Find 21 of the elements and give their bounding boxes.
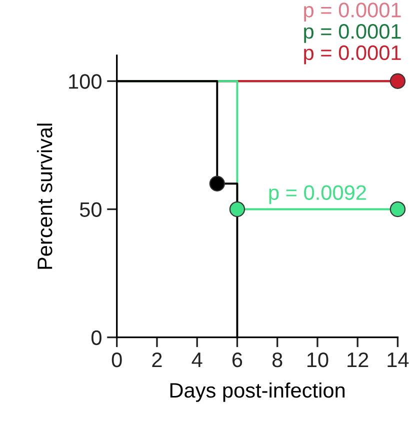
- x-tick-label: 6: [232, 352, 242, 368]
- text: p = 0.0001: [304, 2, 401, 22]
- x-tick-label: 8: [272, 352, 282, 368]
- x-tick-label: 4: [192, 352, 202, 368]
- point: [390, 201, 406, 218]
- point: [209, 176, 225, 192]
- x-tick-label: 2: [152, 352, 162, 368]
- annotation: p = 0.0001: [304, 45, 401, 64]
- x-tick-label: 14: [388, 352, 409, 368]
- text: p = 0.0001: [304, 24, 401, 43]
- point: [390, 73, 406, 89]
- y-tick-label: 0: [91, 330, 102, 346]
- annotation: p = 0.0092: [269, 185, 366, 204]
- y-tick-label: 100: [69, 74, 102, 89]
- y-axis-title: Percent survival: [36, 124, 52, 269]
- x-axis-title: Days post-infection: [170, 382, 345, 402]
- x-tick-label: 0: [112, 352, 122, 368]
- x-tick-label: 10: [307, 352, 328, 368]
- y-tick-label: 50: [80, 202, 102, 217]
- point: [229, 201, 246, 218]
- x-tick-label: 12: [348, 352, 368, 368]
